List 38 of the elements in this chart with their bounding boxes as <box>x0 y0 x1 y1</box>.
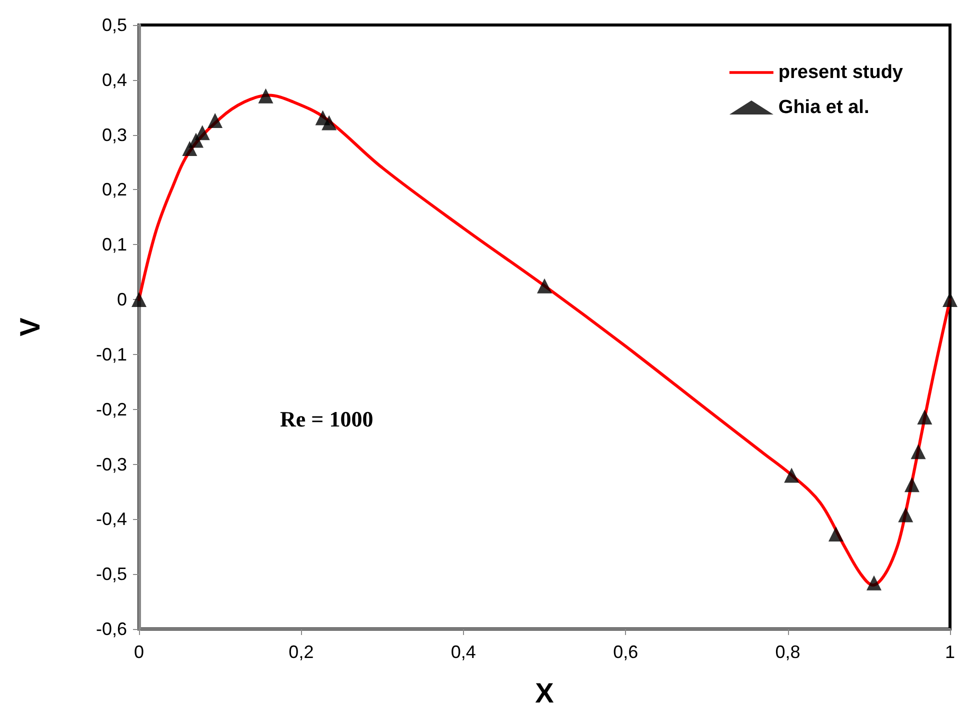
point <box>322 115 337 130</box>
point <box>258 88 274 104</box>
point <box>132 292 146 308</box>
point <box>784 468 800 483</box>
y-tick-label: 0,2 <box>102 180 127 200</box>
legend-label: Ghia et al. <box>778 97 870 118</box>
point <box>866 575 882 590</box>
y-tick-label: 0,1 <box>102 234 127 255</box>
point <box>828 526 844 542</box>
x-axis-title: X <box>535 678 554 708</box>
y-tick-label: -0,5 <box>96 564 127 584</box>
x-tick-label: 0,2 <box>288 642 314 662</box>
y-tick-label: 0,3 <box>102 124 127 145</box>
y-tick-label: 0,4 <box>102 70 127 90</box>
y-tick-label: -0,3 <box>96 454 127 474</box>
point <box>182 141 198 156</box>
x-tick-label: 0 <box>134 642 144 662</box>
y-tick-label: -0,1 <box>96 344 127 364</box>
point <box>194 125 210 140</box>
y-tick-label: -0,2 <box>96 399 127 420</box>
point <box>910 444 926 460</box>
y-axis-title: V <box>14 317 46 336</box>
annotation: Re = 1000 <box>280 406 374 432</box>
x-tick-label: 0,6 <box>613 642 638 662</box>
y-tick-label: -0,6 <box>96 619 127 639</box>
point <box>898 507 914 522</box>
legend-label: present study <box>778 62 904 83</box>
point <box>904 477 920 492</box>
y-tick-label: 0 <box>116 290 127 310</box>
y-tick-label: 0,5 <box>102 15 127 35</box>
point <box>208 113 223 128</box>
x-tick-label: 1 <box>944 642 955 662</box>
x-tick-label: 0,8 <box>775 642 800 662</box>
point <box>188 132 204 148</box>
point <box>917 410 932 425</box>
x-tick-label: 0,4 <box>450 642 476 662</box>
y-tick-label: -0,4 <box>96 509 127 530</box>
point <box>536 278 552 294</box>
